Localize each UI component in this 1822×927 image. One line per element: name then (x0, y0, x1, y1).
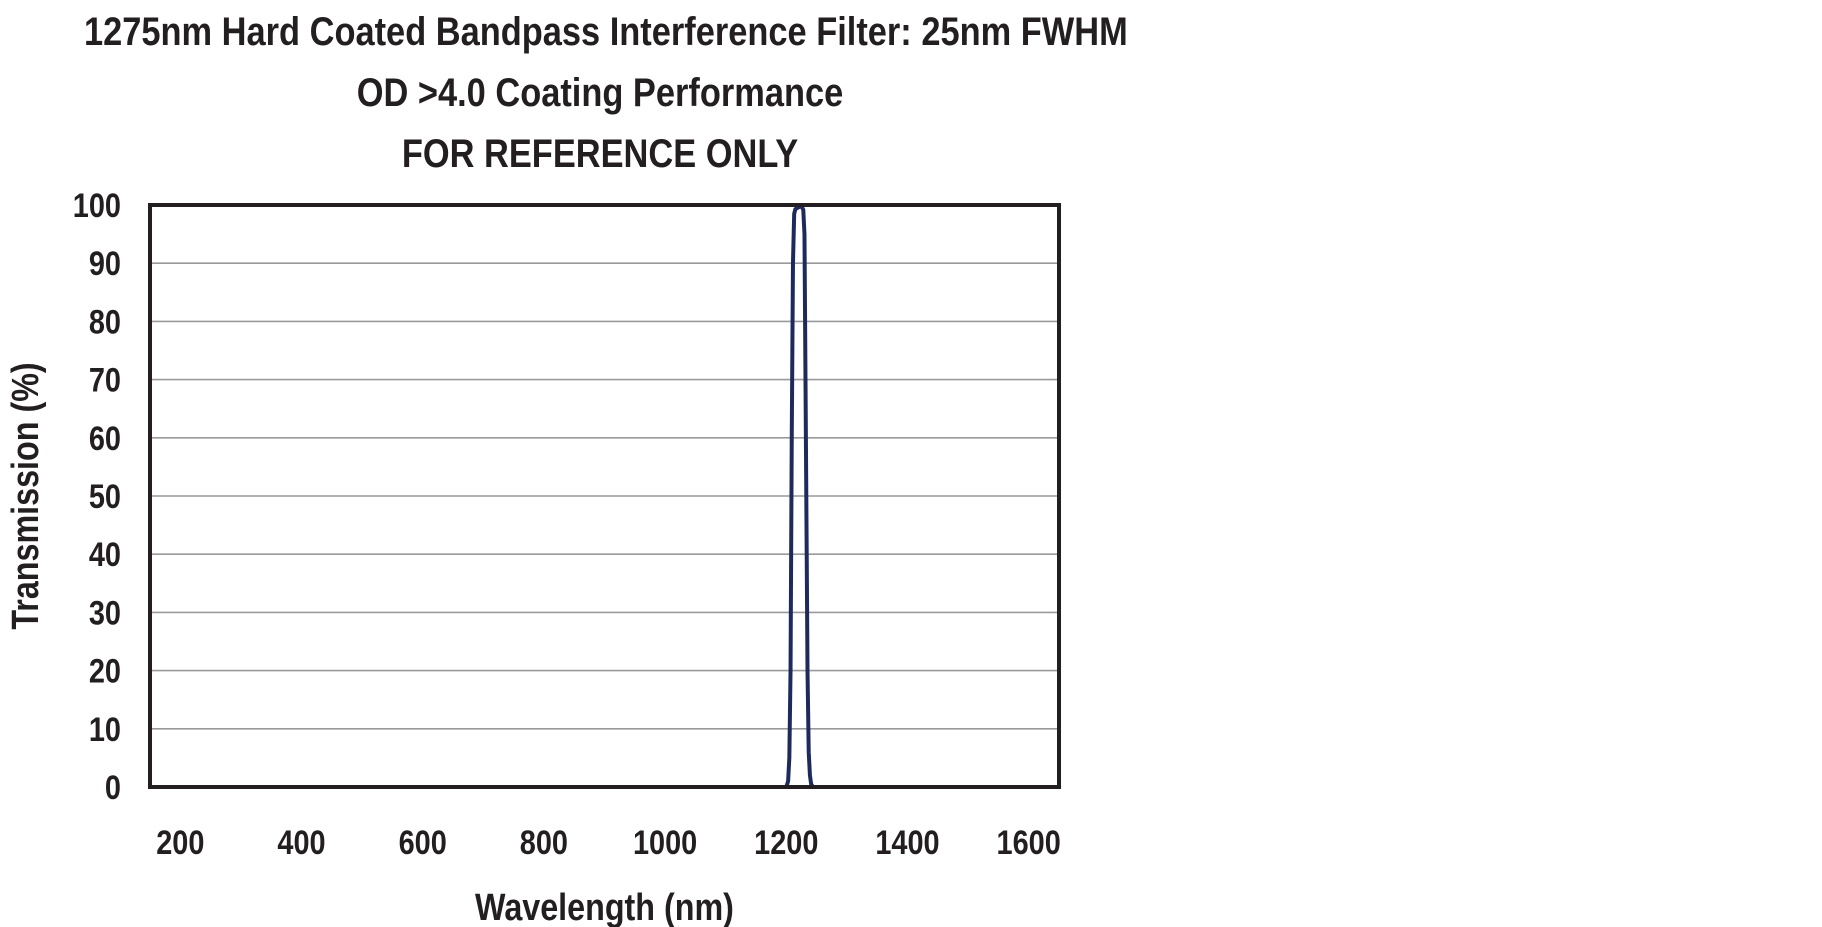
chart-title-line-3: FOR REFERENCE ONLY (401, 132, 799, 176)
chart-title-line-1: 1275nm Hard Coated Bandpass Interference… (84, 10, 1128, 54)
x-tick-labels: 200 400 600 800 1000 1200 1400 1600 (156, 823, 1061, 862)
y-tick-label: 60 (89, 419, 121, 458)
chart-title: 1275nm Hard Coated Bandpass Interference… (0, 2, 1200, 185)
y-tick-label: 40 (89, 535, 121, 574)
y-tick-labels: 0 10 20 30 40 50 60 70 80 90 100 (73, 186, 121, 807)
x-tick-label: 1400 (875, 823, 939, 862)
x-tick-label: 1600 (997, 823, 1061, 862)
x-tick-label: 600 (399, 823, 447, 862)
y-tick-label: 70 (89, 360, 121, 399)
y-axis-title: Transmission (%) (5, 362, 47, 629)
x-axis-title: Wavelength (nm) (475, 887, 734, 927)
x-tick-label: 1000 (633, 823, 697, 862)
grid-lines (150, 262, 1059, 730)
y-tick-label: 0 (105, 768, 121, 807)
y-tick-label: 50 (89, 477, 121, 516)
y-tick-label: 30 (89, 593, 121, 632)
y-tick-label: 80 (89, 302, 121, 341)
x-tick-label: 400 (277, 823, 325, 862)
y-tick-label: 90 (89, 244, 121, 283)
x-tick-label: 200 (156, 823, 204, 862)
x-tick-label: 1200 (754, 823, 818, 862)
plot-frame (148, 203, 1061, 789)
chart-title-line-2: OD >4.0 Coating Performance (356, 71, 844, 115)
y-tick-label: 20 (89, 651, 121, 690)
y-tick-label: 100 (73, 186, 121, 225)
x-tick-label: 800 (520, 823, 568, 862)
y-tick-label: 10 (89, 710, 121, 749)
